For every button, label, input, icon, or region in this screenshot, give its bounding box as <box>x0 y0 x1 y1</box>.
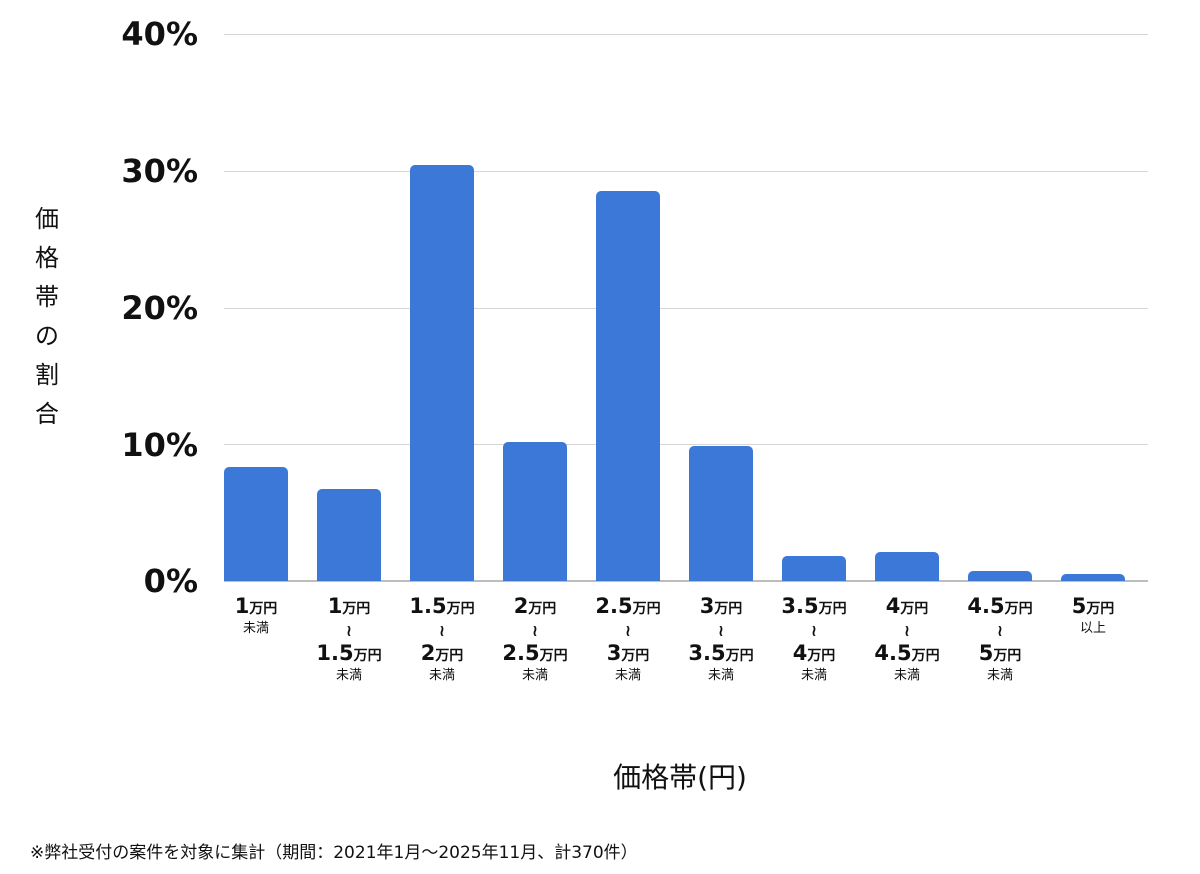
range-tilde-icon: ≀ <box>532 621 538 640</box>
range-to-number: 4.5 <box>874 641 912 665</box>
range-to-number: 5 <box>978 641 994 665</box>
range-to-number: 2 <box>420 641 436 665</box>
range-to-number: 1.5 <box>316 641 354 665</box>
range-from-number: 2 <box>513 594 529 618</box>
x-category-label: 2万円 ≀ 2.5万円 未満 <box>480 594 590 682</box>
unit: 万円 <box>900 601 929 617</box>
bar <box>410 165 474 581</box>
unit: 万円 <box>1086 601 1115 617</box>
x-category-label: 2.5万円 ≀ 3万円 未満 <box>573 594 683 682</box>
range-to-number: 4 <box>792 641 808 665</box>
y-axis-label-char: 価 <box>35 205 59 233</box>
gridline <box>224 171 1148 172</box>
range-qualifier: 未満 <box>893 668 920 683</box>
range-qualifier: 未満 <box>428 668 455 683</box>
range-qualifier: 未満 <box>242 621 269 636</box>
unit: 万円 <box>353 648 382 664</box>
range-from-number: 5 <box>1071 594 1087 618</box>
y-axis-label: 価 格 帯 の 割 合 <box>30 200 64 434</box>
range-from-number: 3 <box>699 594 715 618</box>
unit: 万円 <box>249 601 278 617</box>
x-category-label: 1.5万円 ≀ 2万円 未満 <box>387 594 497 682</box>
range-to-number: 2.5 <box>502 641 540 665</box>
unit: 万円 <box>725 648 754 664</box>
bar <box>782 556 846 581</box>
unit: 万円 <box>1004 601 1033 617</box>
range-tilde-icon: ≀ <box>439 621 445 640</box>
unit: 万円 <box>621 648 650 664</box>
x-category-label: 1万円 ≀ 1.5万円 未満 <box>294 594 404 682</box>
unit: 万円 <box>342 601 371 617</box>
unit: 万円 <box>807 648 836 664</box>
y-axis-label-char: 格 <box>35 244 59 272</box>
y-tick-30: 30% <box>121 152 198 190</box>
y-tick-40: 40% <box>121 15 198 53</box>
range-to-number: 3 <box>606 641 622 665</box>
unit: 万円 <box>993 648 1022 664</box>
x-category-label: 5万円以上 <box>1038 594 1148 635</box>
unit: 万円 <box>818 601 847 617</box>
range-qualifier: 未満 <box>800 668 827 683</box>
footnote: ※弊社受付の案件を対象に集計（期間：2021年1月〜2025年11月、計370件… <box>30 843 638 863</box>
y-axis-label-char: 割 <box>35 361 59 389</box>
range-qualifier: 未満 <box>521 668 548 683</box>
range-from-number: 4.5 <box>967 594 1005 618</box>
x-category-label: 1万円未満 <box>201 594 311 635</box>
unit: 万円 <box>714 601 743 617</box>
gridline <box>224 444 1148 445</box>
range-tilde-icon: ≀ <box>904 621 910 640</box>
x-axis-label: 価格帯(円) <box>613 761 747 794</box>
y-tick-20: 20% <box>121 289 198 327</box>
unit: 万円 <box>446 601 475 617</box>
range-qualifier: 未満 <box>986 668 1013 683</box>
x-category-label: 3.5万円 ≀ 4万円 未満 <box>759 594 869 682</box>
unit: 万円 <box>435 648 464 664</box>
range-from-number: 1 <box>234 594 250 618</box>
y-axis-label-char: の <box>35 322 59 350</box>
range-tilde-icon: ≀ <box>718 621 724 640</box>
bar <box>596 191 660 581</box>
bar <box>968 571 1032 581</box>
range-qualifier: 未満 <box>707 668 734 683</box>
bar <box>689 445 753 581</box>
range-from-number: 1 <box>327 594 343 618</box>
unit: 万円 <box>528 601 557 617</box>
bar <box>1061 574 1125 581</box>
x-category-label: 3万円 ≀ 3.5万円 未満 <box>666 594 776 682</box>
range-from-number: 4 <box>885 594 901 618</box>
range-from-number: 1.5 <box>409 594 447 618</box>
range-tilde-icon: ≀ <box>625 621 631 640</box>
x-category-label: 4.5万円 ≀ 5万円 未満 <box>945 594 1055 682</box>
range-from-number: 3.5 <box>781 594 819 618</box>
unit: 万円 <box>911 648 940 664</box>
bar <box>317 489 381 581</box>
bar <box>224 467 288 581</box>
y-axis-label-char: 合 <box>35 400 59 428</box>
range-qualifier: 未満 <box>335 668 362 683</box>
unit: 万円 <box>539 648 568 664</box>
range-tilde-icon: ≀ <box>811 621 817 640</box>
range-tilde-icon: ≀ <box>346 621 352 640</box>
range-qualifier: 未満 <box>614 668 641 683</box>
x-axis-line <box>224 580 1148 582</box>
gridline <box>224 308 1148 309</box>
range-from-number: 2.5 <box>595 594 633 618</box>
unit: 万円 <box>632 601 661 617</box>
gridline <box>224 34 1148 35</box>
y-tick-10: 10% <box>121 426 198 464</box>
range-to-number: 3.5 <box>688 641 726 665</box>
range-tilde-icon: ≀ <box>997 621 1003 640</box>
x-category-label: 4万円 ≀ 4.5万円 未満 <box>852 594 962 682</box>
bar <box>503 441 567 581</box>
range-qualifier: 以上 <box>1079 621 1106 636</box>
y-axis-label-char: 帯 <box>35 283 59 311</box>
y-tick-0: 0% <box>143 562 198 600</box>
bar <box>875 552 939 581</box>
